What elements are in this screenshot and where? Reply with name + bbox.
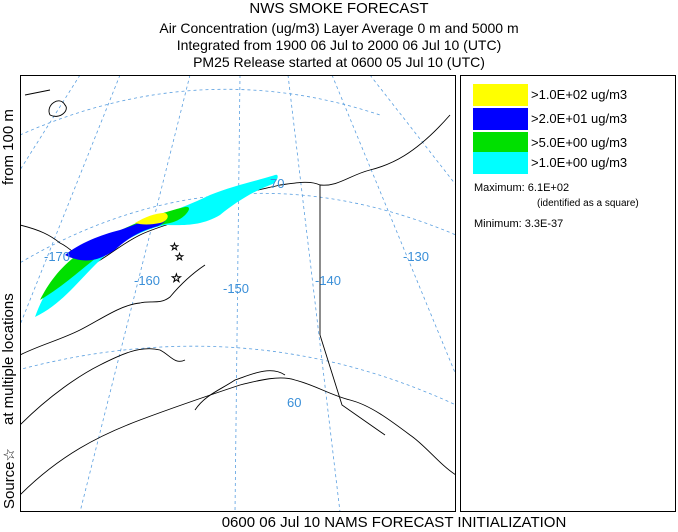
gulf-coast [21,377,455,495]
meridian-line [370,76,455,185]
legend-maximum-note: (identified as a square) [537,198,639,209]
source-star: ☆ [171,271,182,285]
plume-green [40,206,190,300]
release-start: PM25 Release started at 0600 05 Jul 10 (… [193,54,485,70]
legend-label: >2.0E+01 ug/m3 [531,111,628,126]
cook-inlet [194,370,286,411]
legend-swatch-green [473,132,528,154]
island [48,100,67,117]
lon-label-170: -170 [44,249,70,264]
coast-fragment [24,89,51,96]
legend-label: >1.0E+02 ug/m3 [531,87,628,102]
integration-period: Integrated from 1900 06 Jul to 2000 06 J… [176,37,502,53]
plume-cyan [35,174,278,317]
meridian-line [234,76,241,511]
forecast-title: NWS SMOKE FORECAST [249,0,429,17]
map-frame [20,75,456,512]
legend-item: >1.0E+02 ug/m3 [473,84,673,106]
legend-label: >1.0E+00 ug/m3 [531,155,628,170]
legend-item: >1.0E+00 ug/m3 [473,152,673,174]
legend-swatch-cyan [473,152,528,174]
side-label-height: from 100 m [0,109,17,185]
meridian-line [331,76,455,374]
lon-label-140: -140 [315,273,341,288]
smoke-forecast-map: ☆ ☆ ☆ -170 -160 -150 -140 -130 70 60 [20,75,456,512]
legend-label: >5.0E+00 ug/m3 [531,135,628,150]
legend-item: >5.0E+00 ug/m3 [473,132,673,154]
side-label-source: Source☆ [1,448,18,509]
legend-maximum: Maximum: 6.1E+02 [474,182,570,194]
fire-sources: ☆ ☆ ☆ [170,242,185,286]
source-star: ☆ [175,252,184,263]
footer-initialization: 0600 06 Jul 10 NAMS FORECAST INITIALIZAT… [221,514,567,531]
meridian-line [21,76,121,324]
lat-label-60: 60 [287,395,301,410]
side-label-locations: at multiple locations [0,293,17,425]
west-coast [21,264,206,356]
plume-blue [65,215,167,261]
side-label: from 100 m at multiple locations Source☆ [0,0,20,532]
legend-minimum: Minimum: 3.3E-37 [474,218,564,230]
bristol-bay-coast [21,348,186,425]
legend-swatch-blue [473,108,528,130]
source-star: ☆ [170,242,179,253]
lon-label-160: -160 [134,273,160,288]
meridian-line [287,76,341,511]
canada-border [319,334,386,436]
lat-label-70: 70 [270,176,284,191]
plume-yellow [135,213,168,225]
legend-item: >2.0E+01 ug/m3 [473,108,673,130]
concentration-subtitle: Air Concentration (ug/m3) Layer Average … [159,20,519,36]
lon-label-150: -150 [223,281,249,296]
legend-panel: >1.0E+02 ug/m3 >2.0E+01 ug/m3 >5.0E+00 u… [460,75,676,512]
lon-label-130: -130 [403,249,429,264]
parallel-line [21,88,381,136]
parallel-line [21,345,455,405]
legend-swatch-yellow [473,84,528,106]
